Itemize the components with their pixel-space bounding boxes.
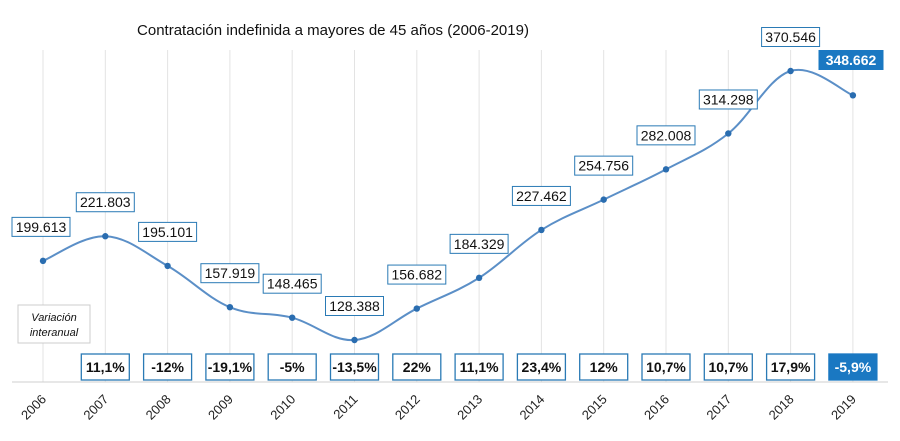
yoy-label-2019: -5,9% [828,353,878,381]
value-label-2008: 195.101 [138,221,198,242]
data-point-2012 [413,305,420,312]
x-axis-ticks: 2006 2007 2008 2009 2010 2011 2012 2013 2014 2015… [18,392,859,423]
data-point-2016 [662,166,670,173]
value-label-2006: 199.613 [11,216,71,237]
value-label-text: 254.756 [578,158,629,174]
value-labels: 199.613 221.803 195.101 157.919 148.465 128.3… [11,27,884,316]
value-label-2018: 370.546 [761,27,821,47]
yoy-label-text: -19,1% [208,359,253,375]
data-point-2015 [600,196,607,203]
x-tick-2015: 2015 [579,392,610,423]
value-label-2007: 221.803 [75,192,135,213]
yoy-label-2013: 11,1% [454,353,504,381]
yoy-label-2016: 10,7% [641,353,691,381]
data-point-2019 [849,92,857,99]
yoy-label-2010: -5% [267,353,317,381]
x-tick-2018: 2018 [766,392,797,423]
yoy-label-text: 12% [590,359,619,375]
yoy-label-2008: -12% [142,353,193,381]
yoy-label-text: 23,4% [522,359,562,375]
x-tick-2019: 2019 [828,392,859,423]
value-label-2015: 254.756 [574,155,634,176]
data-point-2006 [39,257,47,265]
data-point-2018 [787,67,794,75]
yoy-label-text: -5% [280,359,305,375]
value-label-2014: 227.462 [511,185,571,206]
yoy-label-text: 22% [403,359,432,375]
yoy-label-2011: -13,5% [329,353,380,381]
annotation-line-2: interanual [30,327,79,339]
value-label-2016: 282.008 [636,125,696,146]
value-label-2017: 314.298 [698,89,758,110]
yoy-label-text: -13,5% [332,359,377,375]
value-label-text: 227.462 [516,188,567,204]
yoy-label-text: 10,7% [646,359,686,375]
value-label-text: 221.803 [80,194,131,210]
x-tick-2014: 2014 [516,392,547,423]
yoy-labels: 11,1% -12% -19,1% -5% -13,5% 22% 11,1% 23,4% 12%… [80,353,878,381]
yoy-label-2017: 10,7% [703,353,753,381]
annotation-line-1: Variación [31,312,76,324]
data-points [39,67,857,344]
yoy-label-text: 11,1% [86,359,125,375]
value-label-text: 128.388 [329,298,380,314]
yoy-label-text: 10,7% [708,359,748,375]
value-label-2011: 128.388 [325,296,384,316]
x-tick-2012: 2012 [392,392,423,423]
data-point-2009 [226,303,234,311]
yoy-label-text: -5,9% [835,359,872,375]
yoy-label-text: -12% [151,359,184,375]
chart-title: Contratación indefinida a mayores de 45 … [137,22,529,39]
value-label-2010: 148.465 [262,273,322,294]
yoy-label-2014: 23,4% [516,353,567,381]
yoy-label-2009: -19,1% [205,353,255,381]
value-label-text: 199.613 [16,219,67,235]
value-label-text: 184.329 [454,236,505,252]
data-point-2010 [289,314,296,321]
x-tick-2008: 2008 [143,392,174,423]
data-point-2007 [102,233,109,240]
x-tick-2007: 2007 [80,392,111,423]
value-label-2013: 184.329 [449,233,509,254]
yoy-label-text: 17,9% [771,359,811,375]
x-tick-2017: 2017 [703,392,734,423]
data-point-2017 [725,130,732,137]
data-point-2008 [164,262,171,270]
yoy-label-2015: 12% [579,353,629,381]
data-point-2014 [538,226,545,234]
annotation-variacion: Variación interanual [17,304,91,344]
data-point-2011 [351,336,358,344]
value-label-text: 157.919 [205,265,256,281]
yoy-label-text: 11,1% [460,359,499,375]
value-label-text: 195.101 [142,224,193,240]
x-tick-2010: 2010 [267,392,298,423]
series-line [42,68,854,342]
yoy-label-2007: 11,1% [80,353,130,381]
x-tick-2016: 2016 [641,392,672,423]
value-label-2012: 156.682 [387,264,447,285]
value-label-2019: 348.662 [818,50,884,70]
x-tick-2011: 2011 [330,392,360,422]
yoy-label-2012: 22% [392,353,442,381]
data-point-2013 [475,274,483,282]
value-label-text: 148.465 [267,276,318,292]
yoy-label-2018: 17,9% [765,353,816,381]
value-label-2009: 157.919 [200,263,260,284]
value-label-text: 370.546 [765,29,816,45]
value-label-text: 314.298 [703,91,754,107]
x-tick-2006: 2006 [18,392,49,423]
value-label-text: 348.662 [826,52,877,68]
value-label-text: 282.008 [641,127,692,143]
value-label-text: 156.682 [391,267,442,283]
x-tick-2009: 2009 [205,392,236,423]
x-tick-2013: 2013 [454,392,485,423]
